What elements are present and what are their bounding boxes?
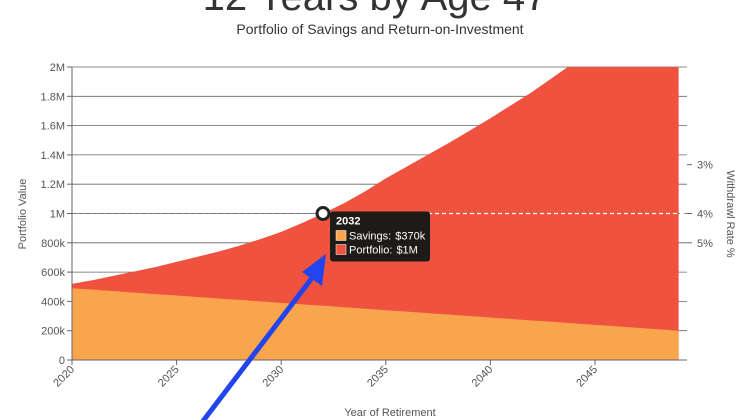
chart-subtitle: Portfolio of Savings and Return-on-Inves… <box>236 21 523 37</box>
y2-tick-label: 5% <box>697 238 713 250</box>
x-tick-label: 2030 <box>261 364 287 390</box>
x-tick-label: 2025 <box>156 364 182 390</box>
area-savings <box>72 288 679 360</box>
y2-axis-label: Withdrawl Rate % <box>724 170 736 258</box>
y2-tick-label: 3% <box>697 160 713 172</box>
y-tick-label: 800k <box>41 238 65 250</box>
tooltip-name: Savings: <box>349 231 391 243</box>
y-tick-label: 0 <box>59 355 65 367</box>
y-tick-label: 1.8M <box>41 91 65 103</box>
y-tick-label: 400k <box>41 296 65 308</box>
tooltip-value: $1M <box>396 245 417 257</box>
tooltip-swatch <box>335 244 347 255</box>
y2-tick-label: 4% <box>697 209 713 221</box>
y-axis-label: Portfolio Value <box>17 179 29 250</box>
y-tick-label: 2M <box>50 62 65 74</box>
tooltip-value: $370k <box>395 231 425 243</box>
chart-title: 12 Years by Age 47 <box>203 0 548 19</box>
y-tick-label: 1.2M <box>41 179 65 191</box>
tooltip-item: Savings: $370k <box>349 231 426 243</box>
x-tick-label: 2045 <box>574 364 600 390</box>
tooltip-box <box>330 211 431 262</box>
y-tick-label: 600k <box>41 267 65 279</box>
tooltip-swatch <box>335 230 347 241</box>
hover-marker <box>315 206 331 221</box>
tooltip-item: Portfolio: $1M <box>349 245 418 257</box>
tooltip-name: Portfolio: <box>349 245 392 257</box>
x-axis-label: Year of Retirement <box>344 407 435 419</box>
areas <box>72 67 679 360</box>
y-tick-label: 200k <box>41 326 65 338</box>
tooltip-title: 2032 <box>336 216 360 228</box>
y-tick-label: 1M <box>50 209 65 221</box>
x-tick-label: 2020 <box>51 364 77 390</box>
y-tick-label: 1.6M <box>41 121 65 133</box>
x-tick-label: 2040 <box>470 364 496 390</box>
y-tick-label: 1.4M <box>41 150 65 162</box>
x-tick-label: 2035 <box>365 364 391 390</box>
annotation-arrow <box>200 254 326 420</box>
